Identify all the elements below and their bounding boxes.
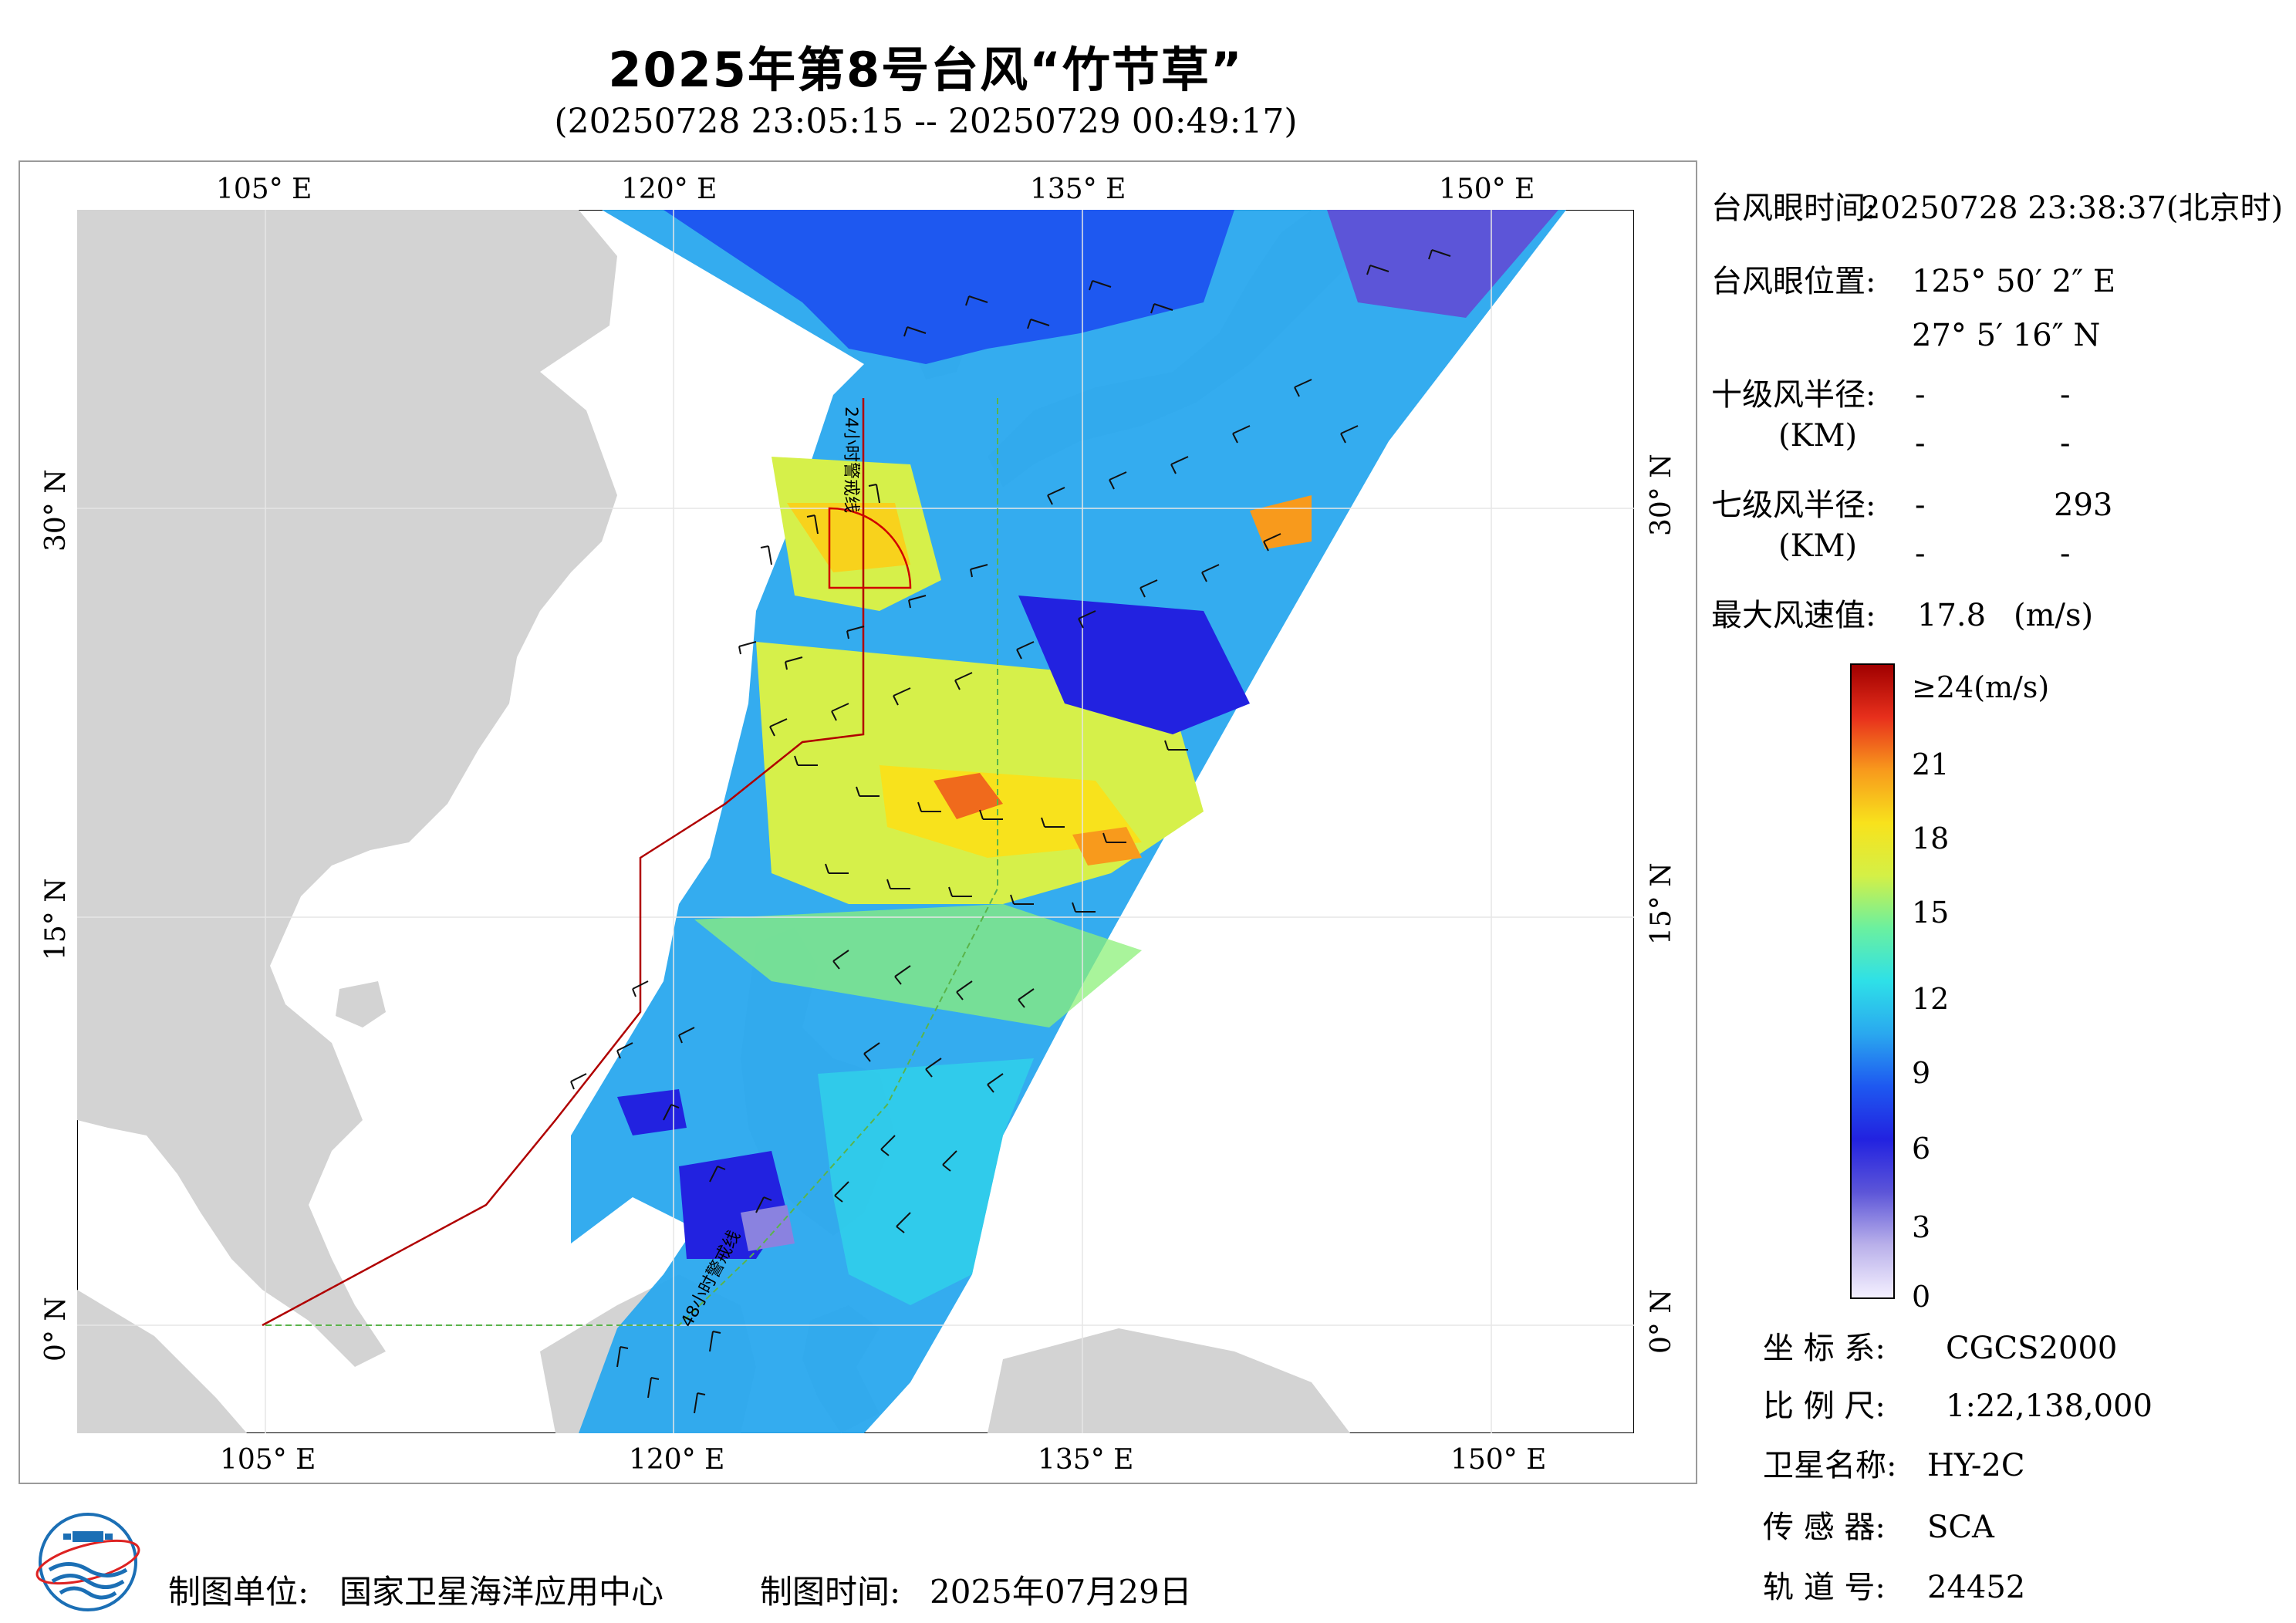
map-subtitle: (20250728 23:05:15 -- 20250729 00:49:17)	[554, 102, 1298, 141]
wind-field-map: 24小时警戒线 48小时警戒线	[77, 210, 1634, 1433]
max-wind-unit: (m/s)	[2014, 598, 2094, 633]
colorbar-tick-9: 9	[1912, 1056, 1931, 1090]
hainan-island	[336, 981, 386, 1027]
eye-time-label: 台风眼时间:	[1711, 191, 1876, 226]
nsoas-logo	[35, 1513, 140, 1611]
lat-label-left-0: 0° N	[40, 1297, 72, 1361]
lat-label-right-0: 0° N	[1646, 1289, 1677, 1354]
producer-value: 国家卫星海洋应用中心	[339, 1573, 664, 1611]
lon-label-top-120: 120° E	[621, 174, 718, 205]
colorbar-tick-15: 15	[1912, 896, 1950, 930]
colorbar-max-label: ≥24(m/s)	[1912, 670, 2050, 704]
r10-sw: -	[2060, 426, 2071, 461]
eye-lat-value: 27° 5′ 16″ N	[1912, 318, 2101, 353]
typhoon-wind-radius	[828, 507, 912, 589]
r10-label: 十级风半径:	[1711, 377, 1876, 413]
colorbar-tick-3: 3	[1912, 1210, 1931, 1244]
r7-label: 七级风半径:	[1711, 488, 1876, 523]
lon-label-top-135: 135° E	[1030, 174, 1126, 205]
lon-label-top-105: 105° E	[216, 174, 312, 205]
r10-nw: -	[2060, 377, 2071, 413]
sensor-label: 传 感 器:	[1763, 1510, 1886, 1545]
colorbar-tick-18: 18	[1912, 822, 1950, 855]
sensor-value: SCA	[1927, 1510, 1994, 1545]
lon-label-bottom-120: 120° E	[629, 1444, 725, 1476]
satellite-label: 卫星名称:	[1763, 1448, 1897, 1483]
label-24h-line: 24小时警戒线	[841, 407, 860, 513]
warning-line-48h	[265, 398, 998, 1326]
colorbar-tick-21: 21	[1912, 747, 1950, 781]
r10-unit: (KM)	[1778, 418, 1858, 454]
lat-label-left-30: 30° N	[40, 469, 72, 552]
wind-speed-swath	[571, 210, 1566, 1433]
r7-ne: -	[1915, 488, 1926, 523]
new-guinea-island	[988, 1328, 1350, 1433]
date-label: 制图时间:	[760, 1573, 901, 1611]
scale-value: 1:22,138,000	[1946, 1388, 2152, 1424]
colorbar-tick-12: 12	[1912, 982, 1950, 1016]
r7-sw: -	[2060, 536, 2071, 572]
colorbar-tick-6: 6	[1912, 1132, 1931, 1166]
lat-label-right-30: 30° N	[1646, 454, 1677, 536]
orbit-label: 轨 道 号:	[1763, 1570, 1886, 1605]
r7-se: -	[1915, 536, 1926, 572]
r10-ne: -	[1915, 377, 1926, 413]
r7-unit: (KM)	[1778, 528, 1858, 564]
satellite-value: HY-2C	[1927, 1448, 2025, 1483]
eye-time-value: 20250728 23:38:37(北京时)	[1861, 191, 2284, 226]
orbit-value: 24452	[1927, 1570, 2026, 1605]
map-title: 2025年第8号台风“竹节草”	[608, 42, 1244, 98]
r7-value: 293	[2054, 488, 2113, 523]
coord-system-value: CGCS2000	[1946, 1331, 2118, 1366]
r10-se: -	[1915, 426, 1926, 461]
lon-label-top-150: 150° E	[1439, 174, 1535, 205]
lon-label-bottom-105: 105° E	[220, 1444, 316, 1476]
lon-label-bottom-135: 135° E	[1038, 1444, 1134, 1476]
warning-line-24h	[262, 398, 865, 1327]
eye-pos-label: 台风眼位置:	[1711, 264, 1876, 299]
coord-system-label: 坐 标 系:	[1763, 1331, 1886, 1366]
eye-lon-value: 125° 50′ 2″ E	[1912, 264, 2116, 299]
scale-label: 比 例 尺:	[1763, 1388, 1886, 1424]
colorbar-tick-0: 0	[1912, 1280, 1931, 1314]
lat-label-left-15: 15° N	[40, 878, 72, 960]
date-value: 2025年07月29日	[930, 1573, 1192, 1611]
wind-speed-colorbar	[1850, 663, 1895, 1299]
max-wind-label: 最大风速值:	[1711, 598, 1876, 633]
asian-mainland	[77, 210, 617, 1367]
lat-label-right-15: 15° N	[1646, 862, 1677, 945]
wind-barbs	[570, 249, 1451, 1414]
producer-label: 制图单位:	[168, 1573, 309, 1611]
lon-label-bottom-150: 150° E	[1450, 1444, 1547, 1476]
max-wind-value: 17.8	[1917, 598, 1987, 633]
